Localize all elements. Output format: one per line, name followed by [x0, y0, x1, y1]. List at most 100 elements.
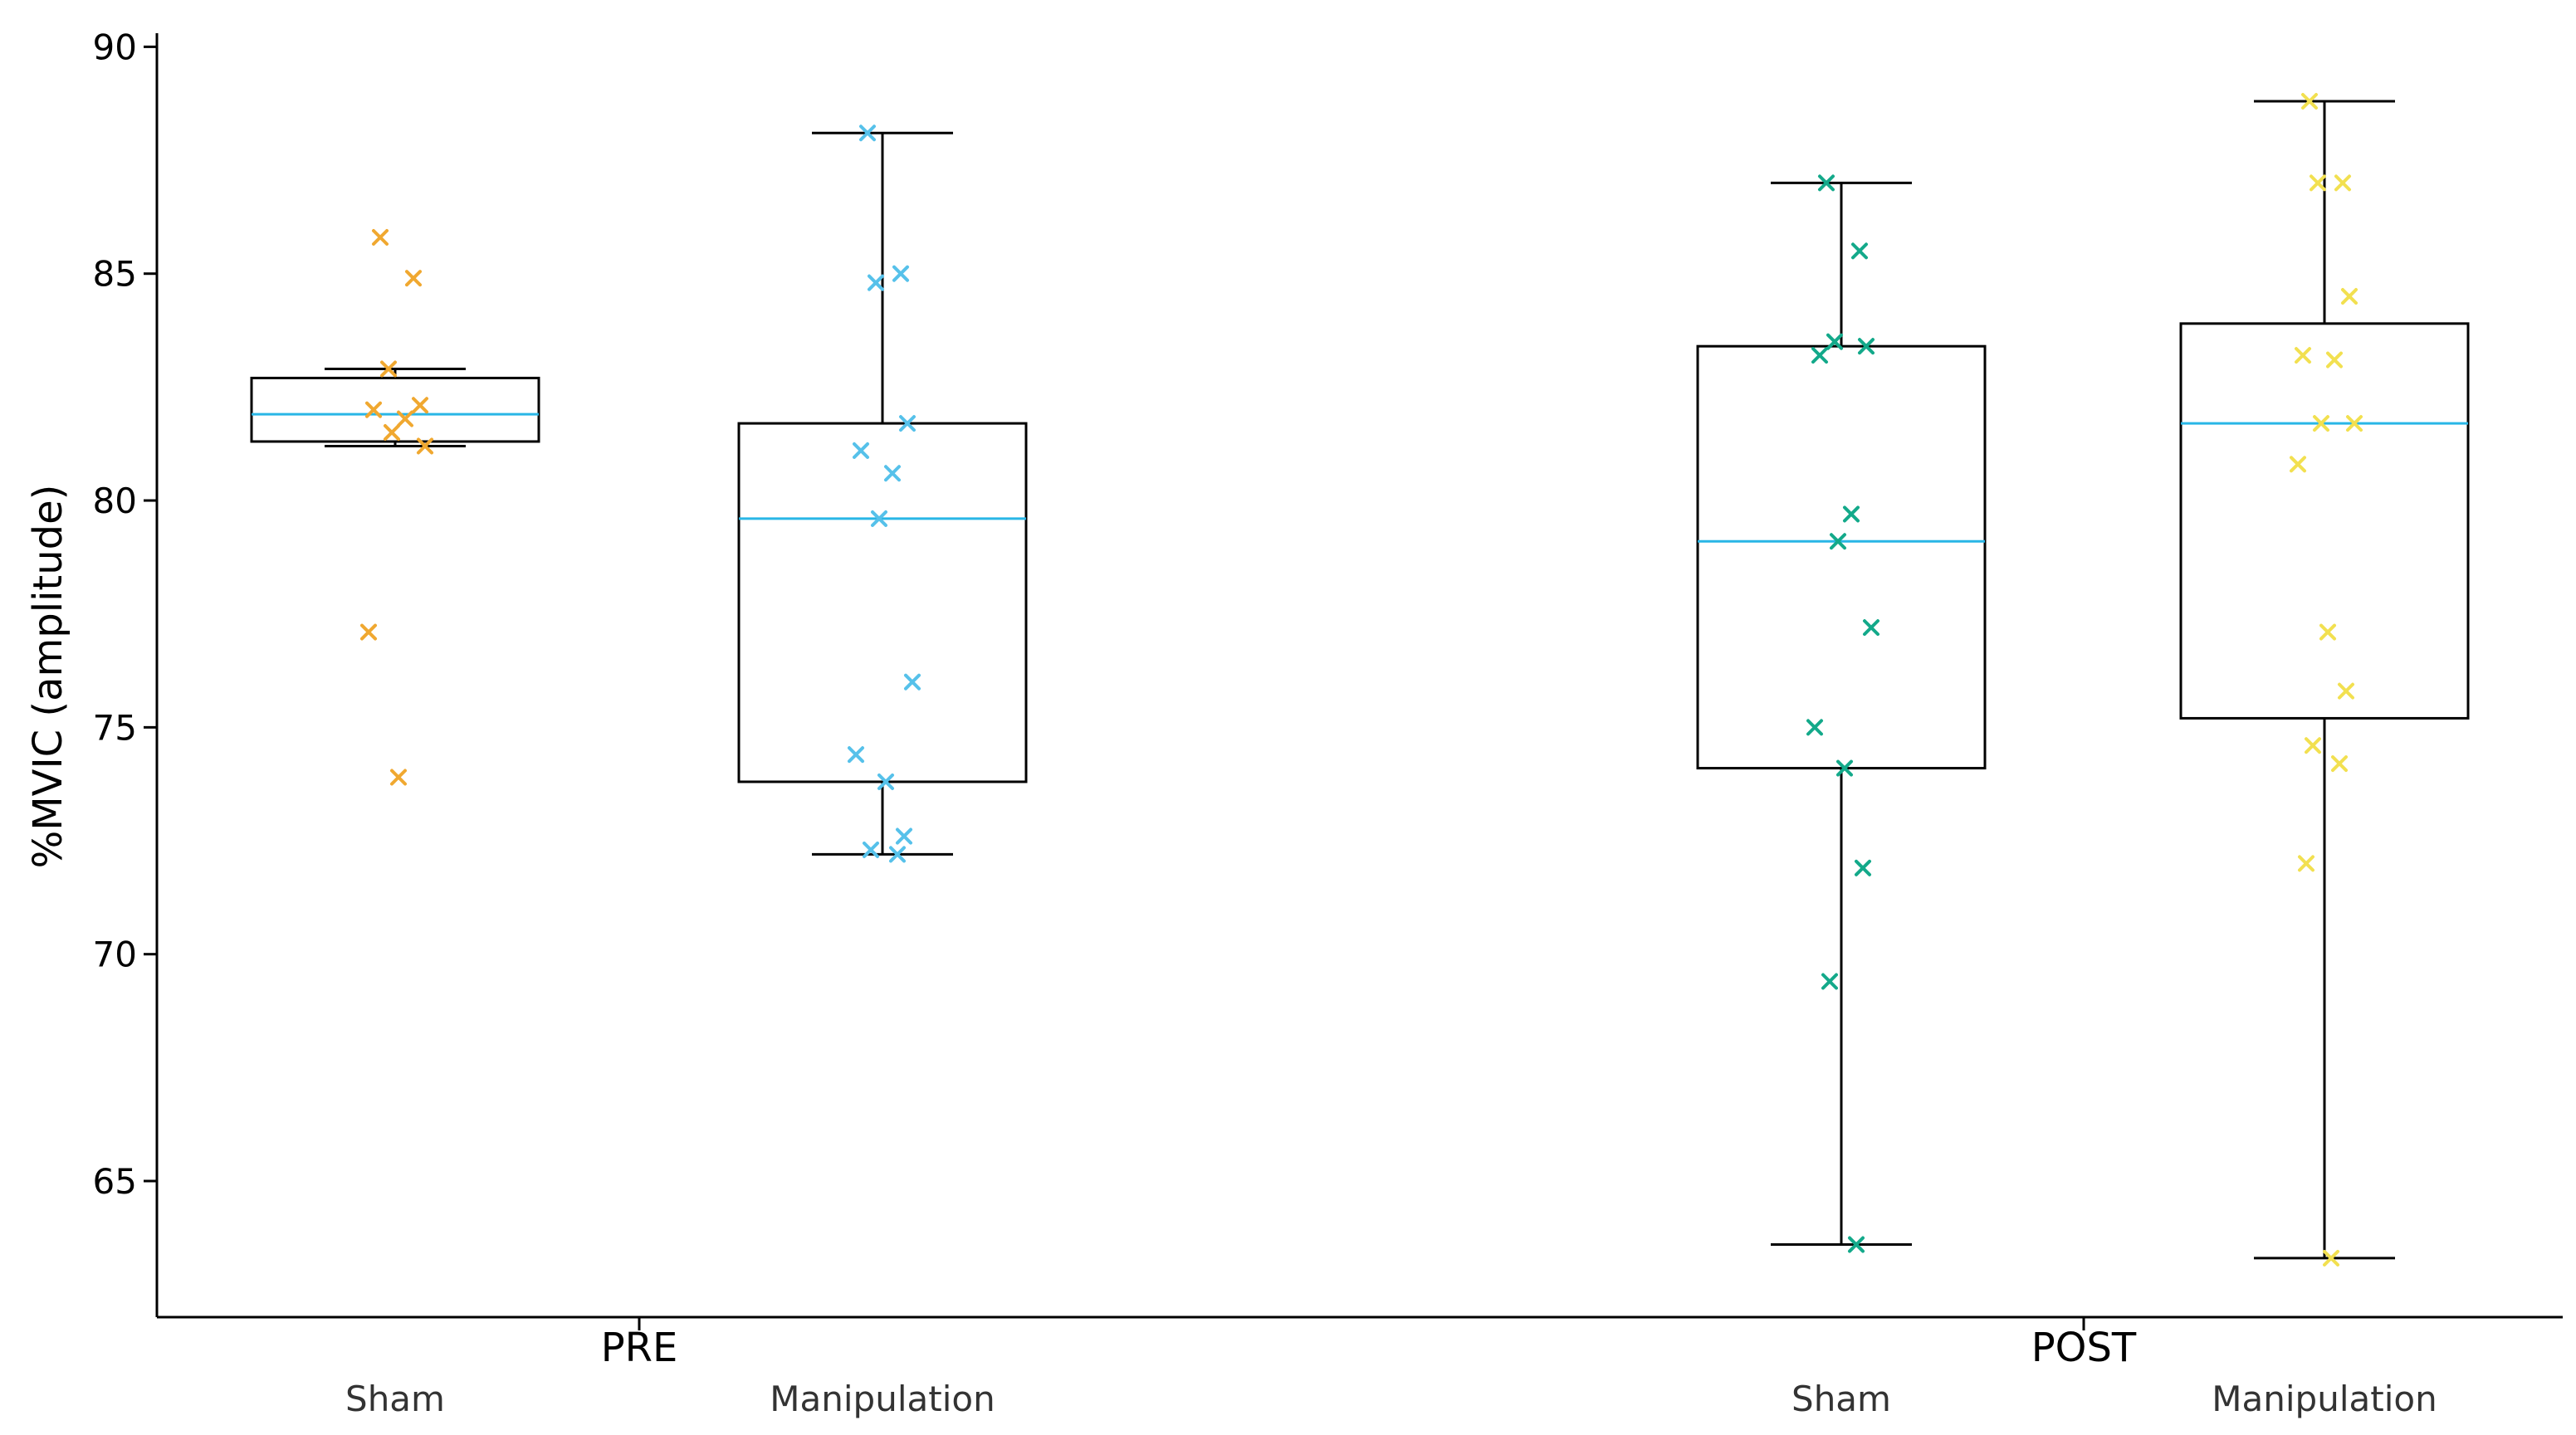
data-point-stroke	[2338, 682, 2354, 700]
y-tick-label: 80	[93, 481, 137, 521]
data-point	[384, 424, 400, 442]
data-point	[2323, 1249, 2339, 1267]
data-point	[390, 769, 407, 786]
data-point	[2319, 623, 2336, 641]
data-point-stroke	[2295, 347, 2311, 364]
data-point-stroke	[2331, 755, 2348, 773]
group-label: POST	[2031, 1325, 2137, 1371]
data-point-stroke	[2319, 623, 2336, 641]
box-iqr	[737, 422, 1028, 783]
data-point	[1855, 859, 1871, 876]
data-point	[412, 397, 428, 414]
data-point-stroke	[899, 415, 916, 432]
data-point	[871, 510, 887, 527]
box-iqr	[1696, 344, 1987, 770]
data-point-stroke	[2298, 855, 2314, 872]
data-point	[2313, 415, 2329, 432]
data-point-stroke	[384, 424, 400, 442]
data-point-stroke	[1830, 533, 1846, 550]
data-point	[2301, 92, 2318, 110]
y-tick-label: 85	[93, 254, 137, 295]
data-point	[848, 746, 864, 764]
y-axis-title: %MVIC (amplitude)	[25, 485, 71, 869]
data-point-stroke	[417, 437, 433, 455]
data-point-stroke	[2310, 174, 2326, 192]
group-label: PRE	[601, 1325, 678, 1371]
data-point	[1821, 973, 1838, 990]
data-point-stroke	[1843, 505, 1860, 523]
data-point	[1811, 347, 1828, 364]
data-point-stroke	[372, 228, 389, 246]
data-point-stroke	[2301, 92, 2318, 110]
data-point-stroke	[2346, 415, 2363, 432]
data-point-stroke	[390, 769, 407, 786]
category-label: Sham	[345, 1379, 445, 1419]
data-point	[365, 401, 382, 418]
data-point-stroke	[360, 623, 377, 641]
category-label: Manipulation	[2212, 1379, 2437, 1419]
data-point	[2346, 415, 2363, 432]
data-point-stroke	[896, 827, 912, 845]
data-point-stroke	[1858, 338, 1875, 355]
data-point-stroke	[397, 410, 413, 427]
data-point-stroke	[1851, 242, 1868, 260]
data-point-stroke	[2326, 351, 2343, 369]
data-point-stroke	[868, 274, 884, 291]
box-iqr	[2179, 322, 2470, 720]
category-label: Manipulation	[770, 1379, 995, 1419]
data-point-stroke	[1818, 174, 1835, 192]
data-point	[2338, 682, 2354, 700]
data-points	[360, 92, 2363, 1267]
data-point-stroke	[884, 465, 901, 482]
data-point	[372, 228, 389, 246]
data-point	[899, 415, 916, 432]
data-point-stroke	[853, 442, 869, 459]
y-tick-label: 70	[93, 935, 137, 975]
data-point	[859, 124, 876, 142]
data-point-stroke	[1836, 759, 1853, 777]
data-point-stroke	[1821, 973, 1838, 990]
data-point	[1830, 533, 1846, 550]
data-point-stroke	[412, 397, 428, 414]
data-point-stroke	[892, 265, 909, 282]
data-point	[896, 827, 912, 845]
data-point-stroke	[365, 401, 382, 418]
data-point-stroke	[2313, 415, 2329, 432]
data-point-stroke	[1811, 347, 1828, 364]
data-point	[1818, 174, 1835, 192]
box-iqr	[250, 376, 540, 443]
data-point	[417, 437, 433, 455]
data-point	[2305, 737, 2321, 754]
data-point-stroke	[380, 360, 397, 378]
data-point-stroke	[1848, 1236, 1865, 1253]
data-point	[1858, 338, 1875, 355]
data-point-stroke	[2334, 174, 2351, 192]
boxes	[250, 100, 2470, 1260]
data-point	[863, 841, 879, 858]
data-point	[2298, 855, 2314, 872]
data-point-stroke	[405, 270, 422, 287]
data-point	[853, 442, 869, 459]
data-point	[884, 465, 901, 482]
data-point	[1836, 759, 1853, 777]
data-point-stroke	[2341, 288, 2358, 305]
data-point	[1826, 333, 1843, 350]
data-point-stroke	[2305, 737, 2321, 754]
axes	[155, 33, 2563, 1319]
data-point	[2290, 456, 2306, 473]
data-point	[2334, 174, 2351, 192]
data-point	[1806, 719, 1823, 736]
data-point-stroke	[848, 746, 864, 764]
data-point	[397, 410, 413, 427]
data-point	[1851, 242, 1868, 260]
data-point-stroke	[904, 673, 921, 691]
data-point	[889, 846, 906, 863]
data-point-stroke	[1806, 719, 1823, 736]
data-point	[904, 673, 921, 691]
data-point	[2341, 288, 2358, 305]
y-ticks: 65 70 75 80 85 90	[93, 27, 157, 1202]
category-label: Sham	[1791, 1379, 1891, 1419]
data-point-stroke	[889, 846, 906, 863]
data-point-stroke	[1855, 859, 1871, 876]
